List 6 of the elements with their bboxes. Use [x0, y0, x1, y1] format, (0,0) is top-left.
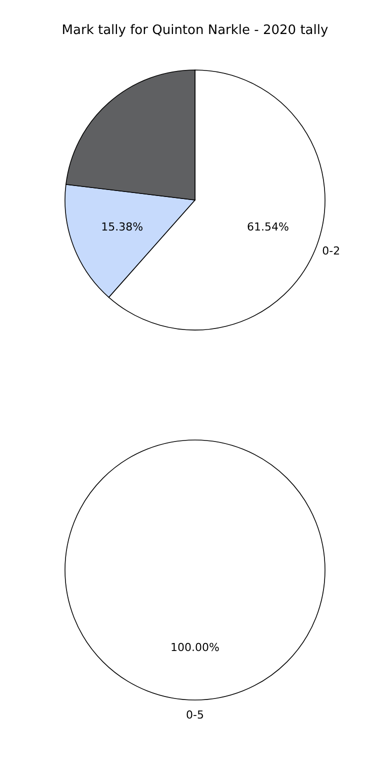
- slice-label: 0-2: [322, 244, 340, 258]
- data-label: 15.38%: [101, 220, 144, 234]
- data-label: 61.54%: [246, 220, 289, 234]
- data-label: 100.00%: [170, 641, 220, 654]
- chart-title: Mark tally for Quinton Narkle - 2020 tally: [62, 23, 328, 38]
- slice-label: 0-5: [186, 708, 204, 722]
